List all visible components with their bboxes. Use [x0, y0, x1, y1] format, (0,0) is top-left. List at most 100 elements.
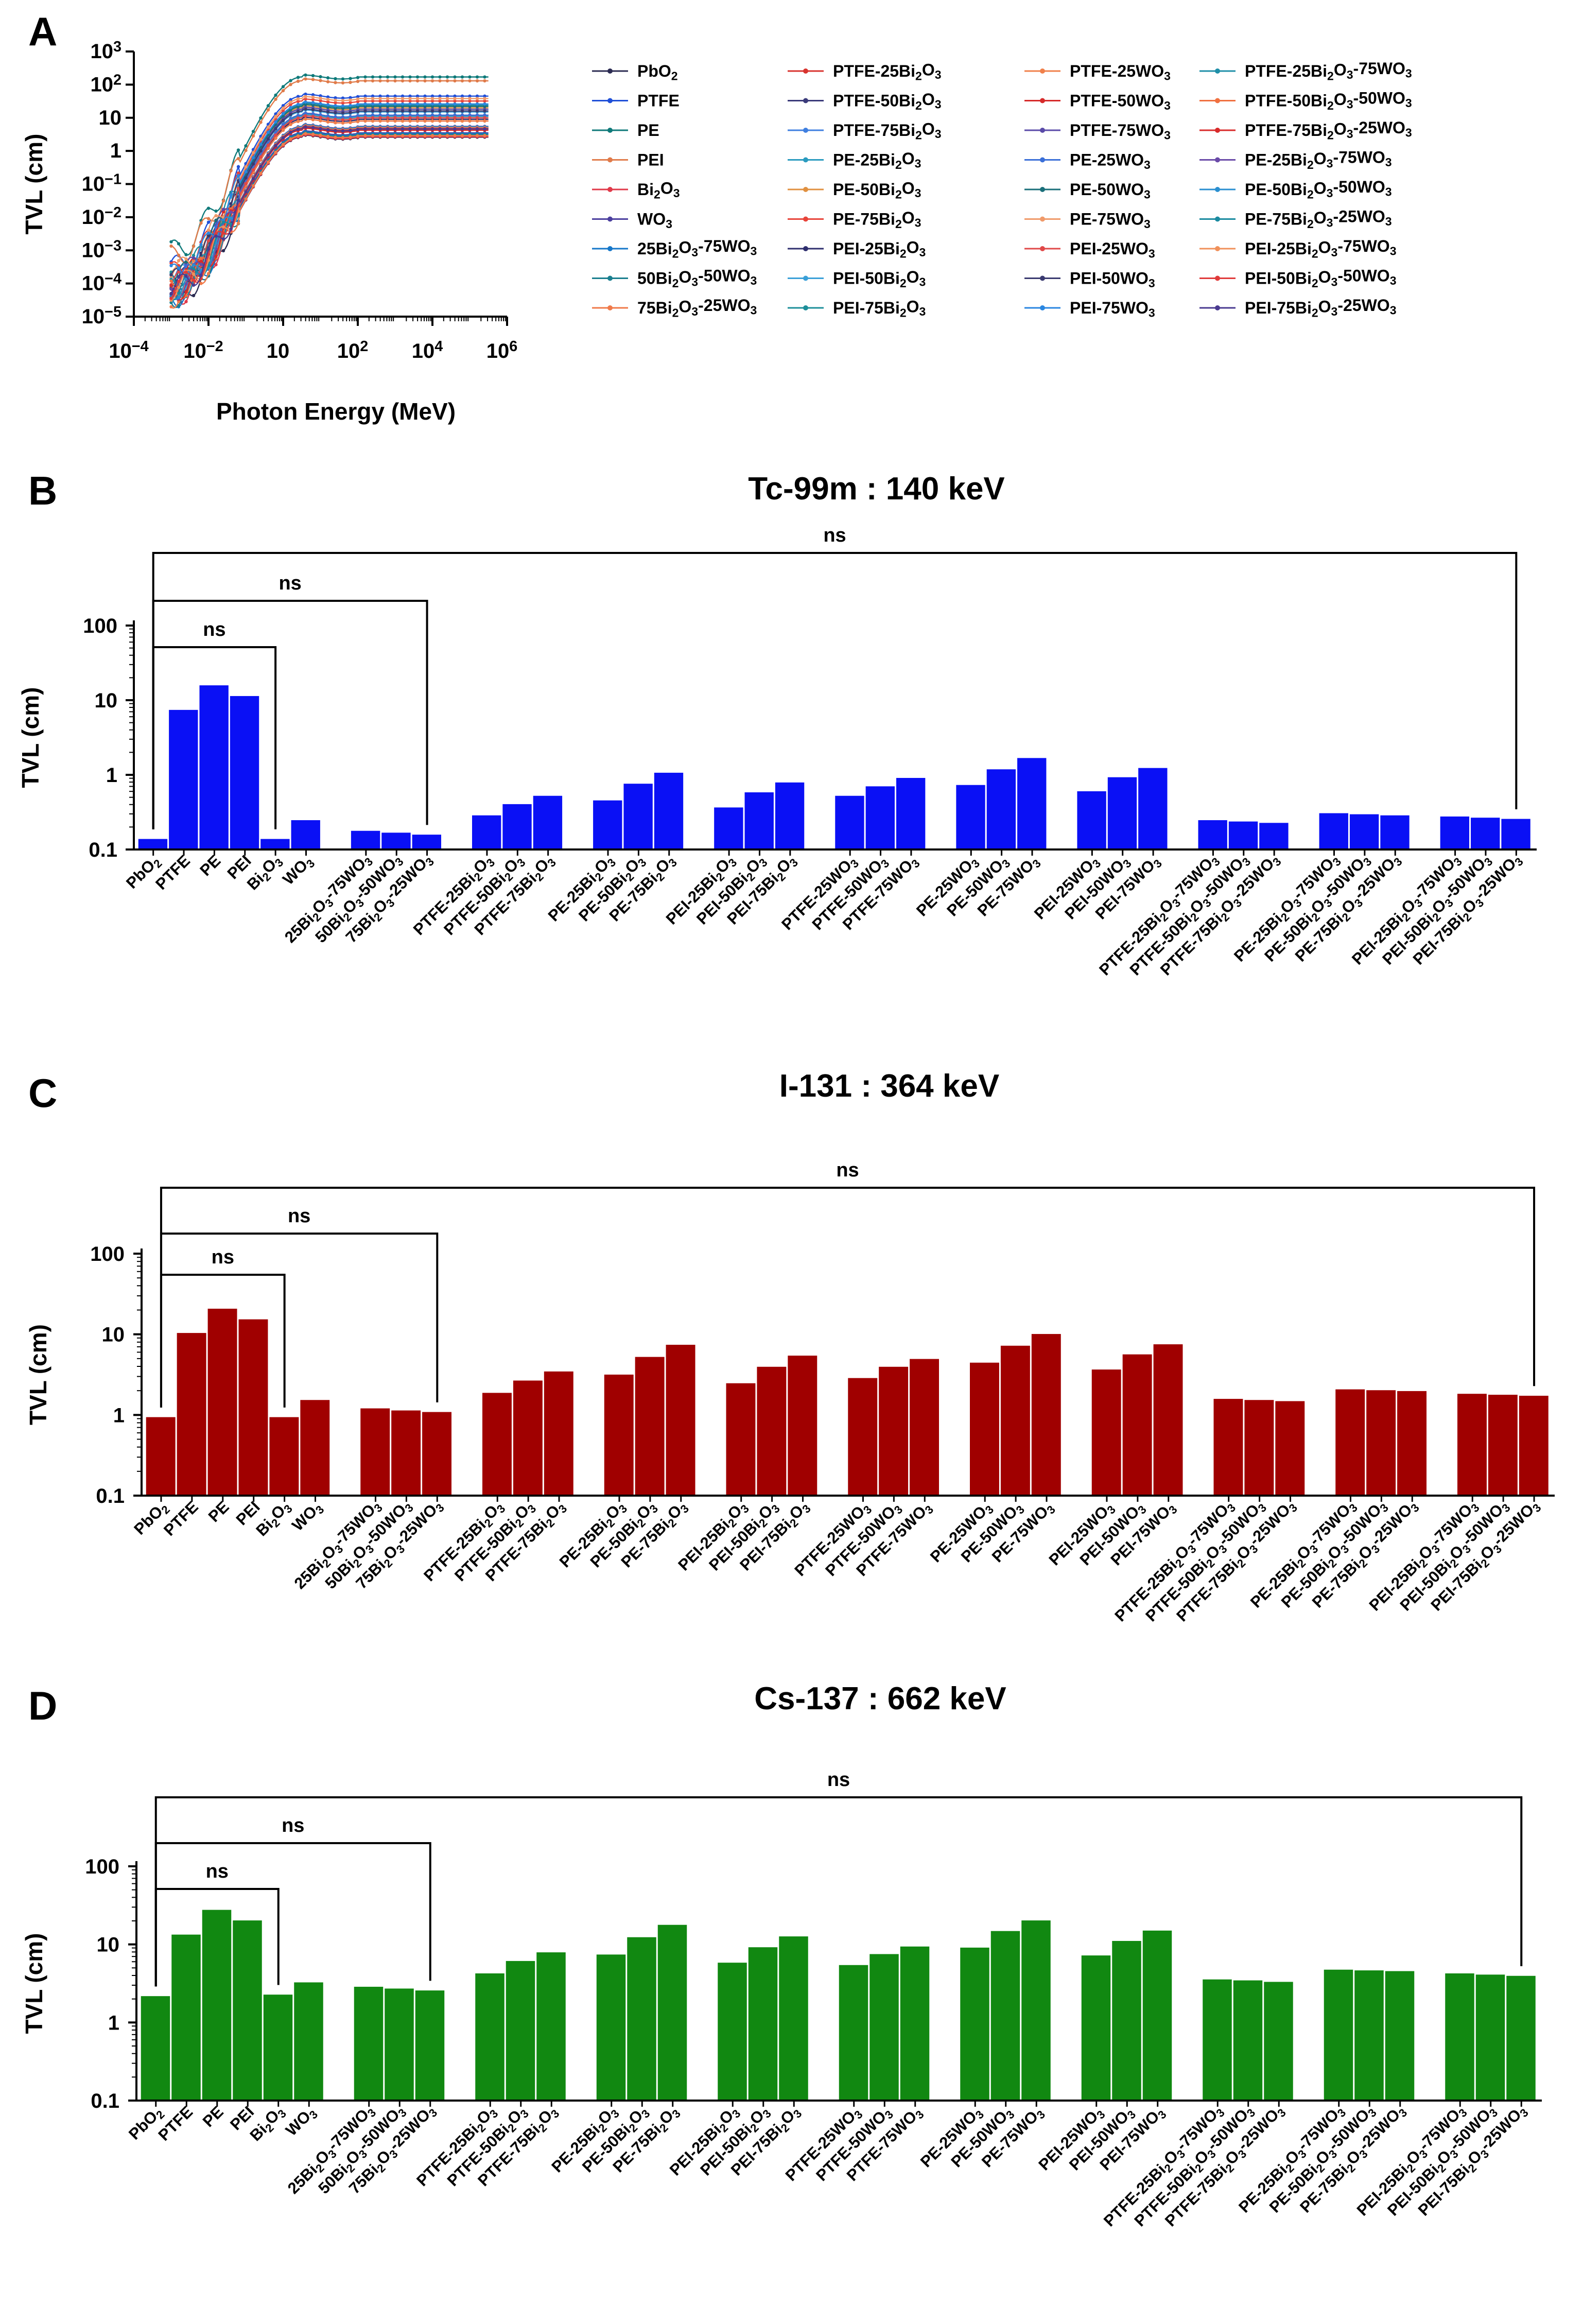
panel-a-series-line — [170, 127, 489, 300]
panel-a-series-marker — [445, 113, 449, 117]
panel-a-series-marker — [393, 127, 397, 131]
panel-a-series-marker — [371, 75, 375, 79]
panel-a-series-marker — [169, 279, 173, 283]
panel-d-bar — [959, 1947, 990, 2101]
legend-swatch-marker — [1215, 68, 1220, 74]
panel-a-series-marker — [401, 113, 405, 117]
panel-b-significance-label: ns — [203, 619, 225, 640]
panel-a-series-marker — [289, 106, 292, 110]
panel-a-series-marker — [445, 97, 449, 100]
panel-a-series-marker — [177, 270, 181, 274]
panel-a-series-marker — [289, 100, 292, 104]
panel-c-bar — [145, 1416, 177, 1496]
panel-c-bar — [1365, 1389, 1397, 1496]
panel-a-series-marker — [192, 263, 196, 267]
panel-a-series-marker — [483, 99, 486, 103]
panel-a-series-marker — [460, 75, 464, 79]
panel-a-series-marker — [453, 134, 457, 137]
panel-d-bar — [778, 1935, 809, 2101]
panel-a-series-marker — [251, 134, 255, 138]
panel-a-x-axis-label: Photon Energy (MeV) — [216, 398, 456, 425]
panel-a-series-marker — [334, 101, 337, 105]
panel-a-series-marker — [386, 113, 390, 117]
panel-b-category-label: Bi2O3 — [242, 851, 287, 895]
panel-c-bar — [390, 1410, 422, 1496]
panel-a-series-line — [171, 78, 489, 264]
panel-a-series-marker — [356, 110, 360, 113]
panel-a-series-marker — [199, 221, 203, 225]
panel-a-series-marker — [415, 109, 420, 113]
panel-c-significance-label: ns — [836, 1159, 859, 1181]
panel-a-series-marker — [259, 171, 263, 175]
panel-a-series-marker — [483, 105, 486, 108]
panel-a-series-marker — [259, 137, 263, 141]
panel-a-series-marker — [274, 120, 277, 124]
panel-a-series-marker — [371, 99, 375, 103]
panel-a-series-marker — [468, 75, 472, 79]
panel-a-y-tick-label: 10−5 — [82, 304, 121, 328]
panel-a-series-marker — [363, 94, 367, 98]
panel-a-series-marker — [319, 127, 322, 131]
panel-a-series-marker — [356, 116, 360, 120]
panel-a-series-marker — [460, 127, 464, 131]
panel-a-series-marker — [378, 97, 382, 100]
legend-swatch-marker — [1040, 157, 1045, 163]
panel-b-bar — [290, 819, 321, 850]
panel-a-series-marker — [311, 93, 315, 97]
panel-a-series-marker — [408, 113, 412, 117]
legend-entry-label: PEI-50WO3 — [1070, 269, 1155, 290]
panel-a-series-marker — [296, 105, 300, 109]
panel-a-series-marker — [214, 209, 218, 213]
panel-a-series-marker — [319, 113, 322, 117]
panel-a-series-marker — [415, 127, 420, 131]
panel-d-category-label: WO3 — [282, 2103, 320, 2141]
panel-a-series-marker — [438, 75, 442, 79]
panel-a-series-marker — [311, 98, 315, 101]
panel-a-series-marker — [311, 108, 315, 112]
panel-a-series-marker — [199, 263, 203, 266]
panel-a-series-marker — [244, 176, 248, 180]
panel-a-series-marker — [408, 75, 412, 79]
panel-a-series-marker — [319, 104, 322, 108]
panel-a-series-marker — [408, 119, 412, 123]
panel-b-bar — [744, 791, 775, 850]
legend-swatch-marker — [1040, 275, 1045, 281]
panel-d-y-tick-label: 100 — [85, 1855, 119, 1878]
legend-swatch-marker — [803, 305, 808, 310]
panel-d-bar — [474, 1972, 506, 2101]
panel-a-series-marker — [319, 99, 322, 102]
panel-a-series-marker — [304, 92, 307, 96]
panel-a-series-marker — [304, 77, 307, 81]
panel-b-bar — [380, 831, 412, 850]
legend-entry-label: PE-50Bi2O3-50WO3 — [1245, 178, 1392, 201]
panel-a-series-marker — [326, 106, 330, 109]
panel-a-series-marker — [475, 105, 479, 108]
panel-a-series-marker — [274, 136, 277, 140]
panel-a-series-marker — [415, 99, 420, 103]
panel-a-series-marker — [192, 293, 196, 298]
legend-swatch-marker — [1040, 246, 1045, 251]
panel-a-series-marker — [281, 136, 285, 140]
panel-a-series-marker — [356, 119, 360, 124]
panel-a-series-marker — [326, 117, 330, 120]
panel-b-bar — [168, 709, 199, 850]
panel-d-bar — [1020, 1919, 1052, 2101]
panel-c-bar — [1000, 1345, 1031, 1496]
panel-d-bar — [414, 1989, 445, 2101]
panel-a-series-marker — [334, 106, 337, 110]
panel-d-bar — [1111, 1940, 1142, 2101]
panel-a-series-marker — [319, 119, 322, 123]
panel-a-series-marker — [169, 264, 173, 268]
panel-a-series-marker — [378, 113, 382, 117]
panel-a-series-marker — [304, 132, 307, 135]
panel-a-series-marker — [334, 111, 337, 115]
panel-a-series-marker — [453, 99, 457, 103]
panel-a-series-marker — [475, 116, 479, 119]
panel-a-series-marker — [281, 85, 285, 89]
panel-a-series-marker — [393, 99, 397, 103]
panel-a-series-marker — [259, 149, 263, 153]
panel-b-bar — [1439, 816, 1470, 850]
legend-entry-label: PTFE-50Bi2O3 — [833, 90, 942, 112]
panel-a-series-marker — [445, 79, 449, 83]
panel-a-series-marker — [251, 155, 255, 160]
